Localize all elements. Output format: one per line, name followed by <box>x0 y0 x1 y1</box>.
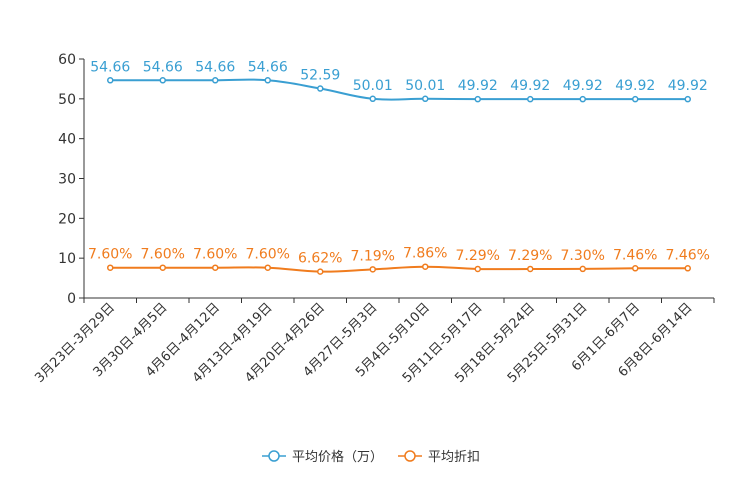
data-point[interactable] <box>527 265 534 273</box>
data-label: 54.66 <box>195 59 235 75</box>
series-line-1 <box>110 78 688 101</box>
data-point[interactable] <box>369 266 376 273</box>
data-point[interactable] <box>317 85 324 92</box>
data-label: 7.60% <box>193 247 237 263</box>
data-label: 6.62% <box>298 251 342 267</box>
y-tick-label: 20 <box>58 211 76 227</box>
y-tick-label: 0 <box>67 291 76 307</box>
data-point[interactable] <box>632 95 639 103</box>
data-label: 7.19% <box>351 248 395 264</box>
data-point[interactable] <box>264 264 271 271</box>
data-point[interactable] <box>369 95 376 103</box>
data-label: 49.92 <box>615 78 655 94</box>
data-label: 54.66 <box>90 59 130 75</box>
data-label: 49.92 <box>510 78 550 94</box>
legend-label: 平均折扣 <box>428 450 480 465</box>
data-point[interactable] <box>107 264 114 271</box>
data-point[interactable] <box>579 265 586 273</box>
data-point[interactable] <box>317 268 324 275</box>
data-point[interactable] <box>632 265 639 272</box>
data-point[interactable] <box>474 265 481 273</box>
y-tick-label: 50 <box>58 92 76 108</box>
data-point[interactable] <box>212 264 219 271</box>
y-tick-label: 40 <box>58 132 76 148</box>
data-label: 49.92 <box>563 78 603 94</box>
y-tick-label: 30 <box>58 172 76 188</box>
data-label: 50.01 <box>405 78 445 94</box>
data-label: 49.92 <box>458 78 498 94</box>
data-label: 7.60% <box>246 247 290 263</box>
data-label: 52.59 <box>300 68 340 84</box>
series-line-2 <box>110 265 688 273</box>
data-label: 7.60% <box>141 247 185 263</box>
data-label: 54.66 <box>248 59 288 75</box>
data-label: 7.46% <box>613 247 657 263</box>
data-label: 7.29% <box>456 248 500 264</box>
data-label: 7.60% <box>88 247 132 263</box>
data-point[interactable] <box>107 77 114 84</box>
data-label: 7.29% <box>508 248 552 264</box>
data-point[interactable] <box>684 265 691 272</box>
data-point[interactable] <box>684 95 691 103</box>
data-point[interactable] <box>474 95 481 103</box>
data-label: 50.01 <box>353 78 393 94</box>
y-tick-label: 10 <box>58 251 76 267</box>
data-point[interactable] <box>422 263 429 270</box>
legend-swatch-marker[interactable] <box>404 450 416 462</box>
data-point[interactable] <box>212 77 219 84</box>
y-tick-label: 60 <box>58 52 76 68</box>
data-point[interactable] <box>422 95 429 103</box>
data-point[interactable] <box>159 77 166 84</box>
data-label: 7.86% <box>403 246 447 262</box>
data-label: 7.46% <box>666 247 710 263</box>
data-label: 54.66 <box>143 59 183 75</box>
legend-label: 平均价格（万） <box>292 449 383 465</box>
legend-swatch-marker[interactable] <box>268 450 280 462</box>
data-label: 7.30% <box>561 248 605 264</box>
data-point[interactable] <box>159 264 166 271</box>
data-point[interactable] <box>579 95 586 103</box>
data-point[interactable] <box>527 95 534 103</box>
data-label: 49.92 <box>668 78 708 94</box>
data-point[interactable] <box>264 77 271 84</box>
